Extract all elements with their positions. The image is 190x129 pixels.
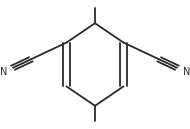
Text: N: N [0, 67, 7, 77]
Text: N: N [183, 67, 190, 77]
